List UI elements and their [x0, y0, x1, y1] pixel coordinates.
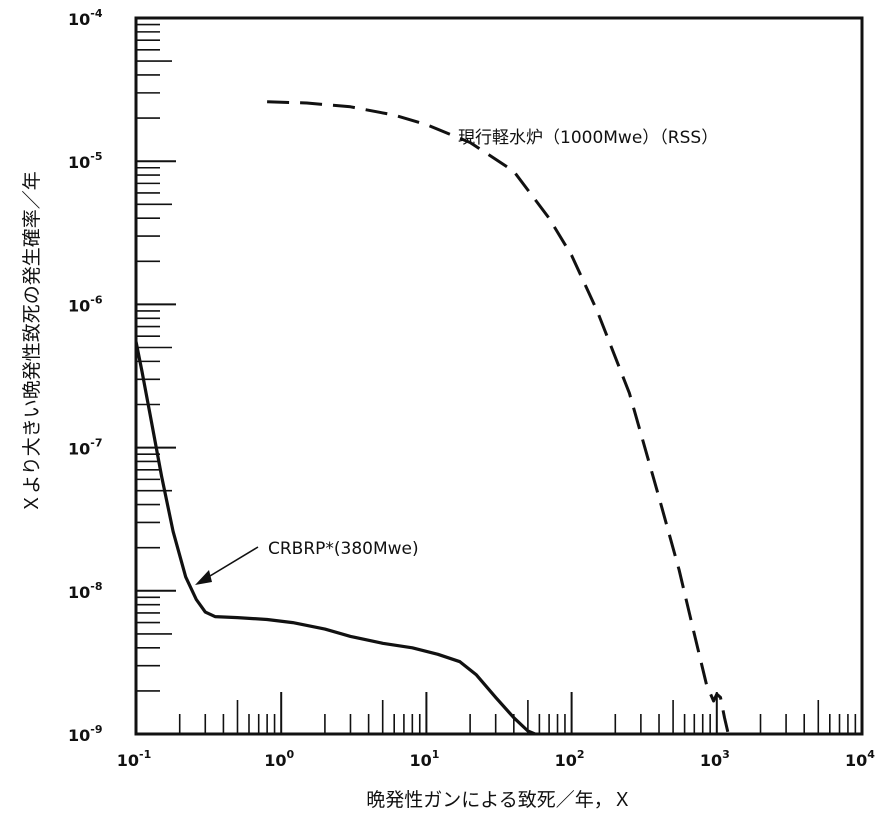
x-tick-label: 10-1 — [117, 748, 152, 770]
crbrp-series-label: CRBRP*(380Mwe) — [268, 539, 419, 559]
crbrp-arrowhead — [195, 570, 212, 585]
y-tick-label: 10-6 — [68, 293, 103, 315]
lwr-rss-curve — [267, 100, 730, 735]
y-tick-label: 10-4 — [68, 7, 103, 29]
x-tick-label: 102 — [555, 748, 585, 770]
y-tick-labels: 10-9 10-8 10-7 10-6 10-5 10-4 — [68, 7, 103, 745]
x-tick-label: 101 — [409, 748, 439, 770]
y-axis-title: Ｘより大きい晩発性致死の発生確率／年 — [21, 171, 43, 513]
x-tick-label: 104 — [845, 748, 875, 770]
y-tick-label: 10-8 — [68, 580, 103, 602]
minor-ticks — [136, 23, 857, 734]
x-axis-title: 晩発性ガンによる致死／年，Ｘ — [366, 789, 631, 811]
y-tick-label: 10-9 — [68, 723, 103, 745]
y-tick-label: 10-5 — [68, 150, 103, 172]
lwr-series-label: 現行軽水炉（1000Mwe）（RSS） — [458, 128, 718, 148]
curves — [134, 100, 730, 736]
x-tick-labels: 10-1 100 101 102 103 104 — [117, 748, 876, 770]
plot-frame — [134, 16, 864, 736]
y-tick-label: 10-7 — [68, 437, 103, 459]
major-ticks — [135, 17, 863, 735]
x-tick-label: 103 — [700, 748, 730, 770]
x-tick-label: 100 — [264, 748, 294, 770]
crbrp-curve — [134, 341, 536, 736]
